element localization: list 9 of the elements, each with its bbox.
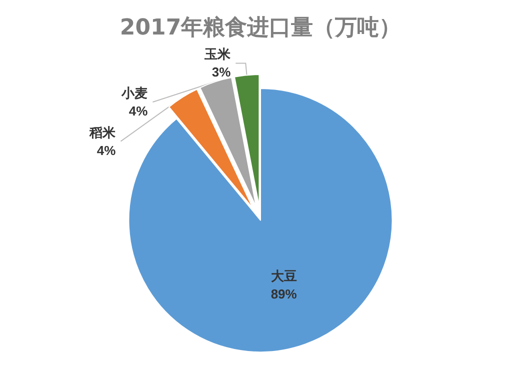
slice-label: 稻米 — [88, 124, 117, 140]
data-label: 4% — [128, 103, 148, 118]
data-label: 4% — [96, 142, 116, 158]
data-label: 3% — [212, 64, 232, 80]
slice-label: 玉米 — [204, 46, 232, 62]
chart-title: 2017年粮食进口量（万吨） — [120, 16, 402, 40]
slice-label: 小麦 — [120, 85, 148, 100]
slice-label: 大豆 — [270, 268, 297, 284]
data-label: 89% — [270, 286, 298, 302]
